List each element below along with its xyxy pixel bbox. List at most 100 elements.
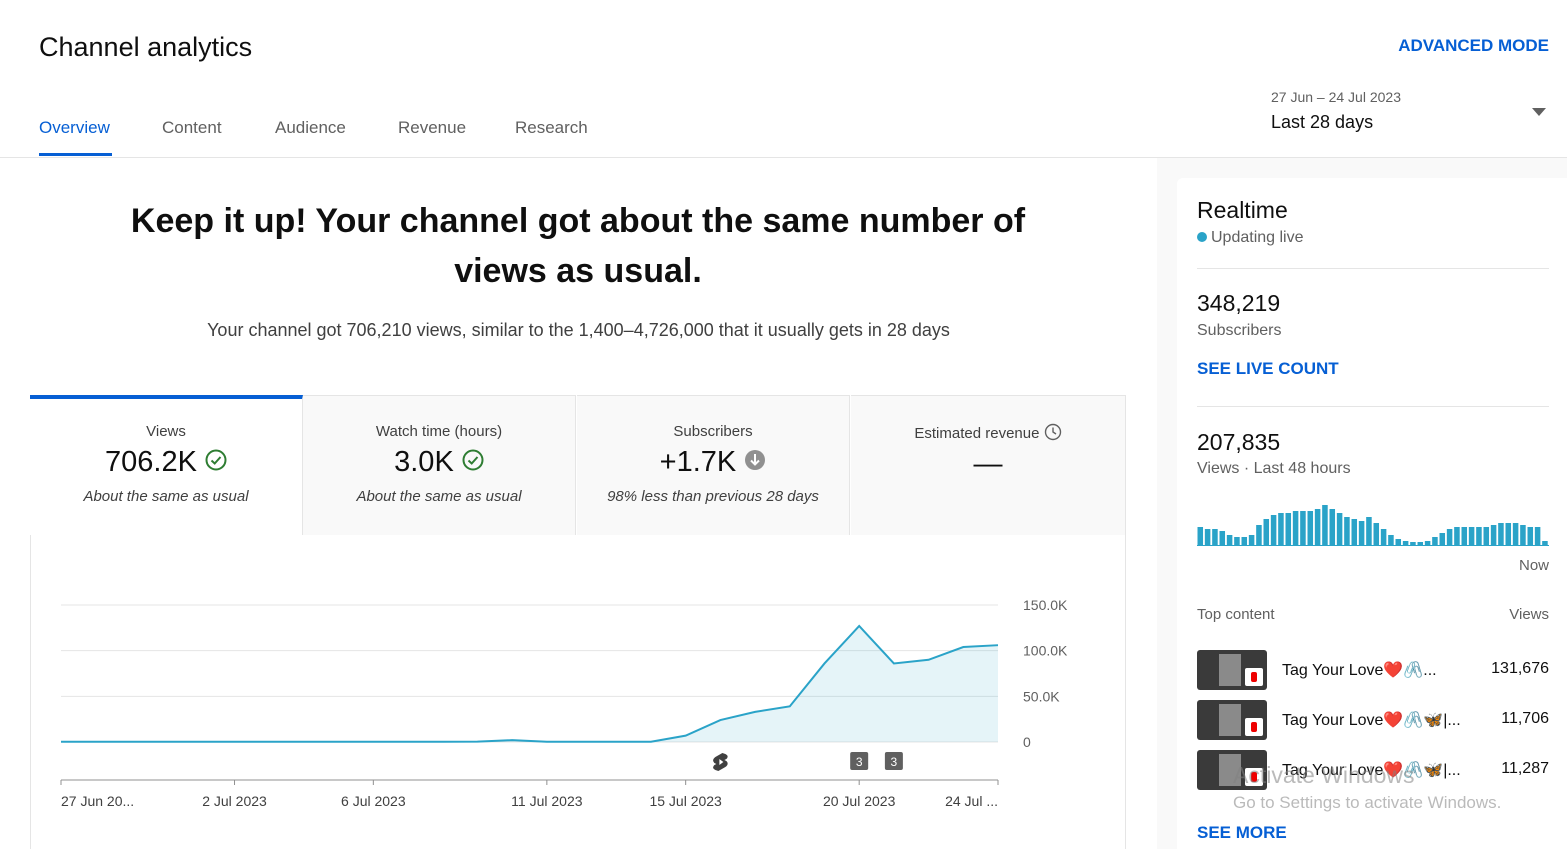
metric-label: Views: [146, 423, 186, 440]
annotation-label: 3: [891, 755, 898, 769]
tab[interactable]: Research: [515, 118, 588, 137]
realtime-bar: [1300, 511, 1306, 545]
x-tick-label: 2 Jul 2023: [202, 793, 267, 809]
thumbnail[interactable]: [1197, 750, 1267, 790]
summary: Your channel got 706,210 views, similar …: [207, 320, 950, 340]
watermark-body: Go to Settings to activate Windows.: [1233, 793, 1502, 812]
annotation-badge: [884, 752, 903, 770]
realtime-title: Realtime: [1197, 197, 1288, 223]
tab[interactable]: Content: [162, 118, 222, 137]
realtime-bar: [1395, 539, 1402, 545]
realtime-bar: [1226, 535, 1233, 545]
line-chart: 0 50.0K 100.0K 150.0K 27 Jun 20... 2 Jul 2023…: [60, 597, 1068, 809]
metric-value: 3.0K: [394, 446, 454, 478]
top-content-label: Top content: [1197, 606, 1275, 623]
views-label: Views · Last 48 hours: [1197, 460, 1351, 477]
shorts-badge: [1245, 768, 1263, 786]
x-tick-label: 15 Jul 2023: [649, 793, 722, 809]
annotation-badge: [850, 752, 869, 770]
divider: [1197, 268, 1549, 269]
x-tick-label: 20 Jul 2023: [823, 793, 896, 809]
thumbnail[interactable]: [1197, 650, 1267, 690]
realtime-bar: [1402, 541, 1409, 545]
realtime-bar: [1417, 542, 1424, 545]
metric-label: Watch time (hours): [375, 423, 503, 440]
down-icon: [745, 450, 766, 470]
headline: Keep it up! Your channel got about the s…: [130, 202, 1026, 290]
content-title[interactable]: Tag Your Love❤️🖇️🦋|...: [1282, 762, 1461, 779]
tab-indicator: [39, 153, 112, 156]
content-views: 11,706: [1501, 710, 1549, 727]
realtime-bar: [1241, 537, 1248, 545]
realtime-bar: [1351, 519, 1358, 545]
realtime-bar: [1314, 509, 1321, 545]
metric-card[interactable]: Subscribers +1.7K 98% less than previous…: [577, 395, 850, 535]
x-tick-label: 6 Jul 2023: [341, 793, 406, 809]
realtime-bar: [1270, 515, 1277, 545]
dropdown-caret[interactable]: [1531, 107, 1547, 117]
realtime-bar: [1358, 521, 1365, 545]
chart-container: 0 50.0K 100.0K 150.0K 27 Jun 20... 2 Jul 2023…: [30, 535, 1126, 849]
thumbnail-figure: [1219, 754, 1241, 786]
metric-label: Estimated revenue: [914, 425, 1040, 442]
x-tick-label: 24 Jul ...: [945, 793, 998, 809]
tab[interactable]: Overview: [39, 118, 110, 137]
realtime-bar: [1263, 519, 1270, 545]
content-views: 11,287: [1501, 760, 1549, 777]
realtime-bar: [1410, 542, 1416, 545]
subscriber-label: Subscribers: [1197, 322, 1282, 339]
see-more[interactable]: SEE MORE: [1197, 823, 1287, 842]
tab[interactable]: Revenue: [398, 118, 467, 137]
views-count: 207,835: [1197, 429, 1281, 455]
advanced-mode-button[interactable]: ADVANCED MODE: [1398, 36, 1549, 55]
check-icon: [205, 449, 227, 471]
realtime-bar: [1285, 513, 1292, 545]
realtime-bar: [1490, 525, 1497, 545]
realtime-bar: [1256, 525, 1262, 545]
metric-note: 98% less than previous 28 days: [607, 488, 819, 505]
metric-card[interactable]: Views 706.2K About the same as usual: [30, 395, 303, 535]
y-tick-label: 150.0K: [1023, 597, 1068, 613]
date-range-label[interactable]: Last 28 days: [1271, 112, 1374, 132]
realtime-bar: [1534, 527, 1541, 545]
realtime-status: Updating live: [1211, 229, 1304, 246]
metric-value: 706.2K: [105, 446, 197, 478]
realtime-bar: [1219, 531, 1226, 545]
realtime-bar: [1373, 523, 1380, 545]
annotation-label: 3: [856, 755, 863, 769]
content-views: 131,676: [1491, 660, 1549, 677]
page-title: Channel analytics: [39, 32, 253, 62]
views-column-label: Views: [1509, 606, 1549, 623]
content-title[interactable]: Tag Your Love❤️🖇️🦋|...: [1282, 712, 1461, 729]
shorts-play: [719, 759, 724, 765]
x-tick-label: 11 Jul 2023: [511, 793, 583, 809]
thumbnail-figure: [1219, 704, 1241, 736]
content-title[interactable]: Tag Your Love❤️🖇️...: [1282, 662, 1437, 679]
shorts-badge: [1245, 668, 1263, 686]
tab[interactable]: Audience: [275, 118, 346, 137]
clock-icon: [1044, 423, 1061, 441]
realtime-bar: [1439, 533, 1446, 545]
realtime-bar: [1432, 537, 1438, 545]
metric-value: —: [973, 448, 1003, 480]
metric-card[interactable]: Estimated revenue —: [851, 395, 1126, 535]
realtime-bar: [1505, 523, 1512, 545]
realtime-bar: [1329, 509, 1336, 545]
realtime-bar: [1468, 527, 1475, 545]
realtime-bar: [1520, 525, 1526, 545]
realtime-bar: [1380, 529, 1387, 545]
metric-value: +1.7K: [659, 446, 737, 478]
date-range[interactable]: 27 Jun – 24 Jul 2023: [1271, 89, 1401, 105]
thumbnail[interactable]: [1197, 700, 1267, 740]
y-tick-label: 50.0K: [1023, 688, 1060, 704]
realtime-bar: [1197, 527, 1204, 545]
realtime-bar: [1483, 527, 1490, 545]
now-label: Now: [1518, 557, 1549, 574]
realtime-bar: [1388, 535, 1394, 545]
see-live-count[interactable]: SEE LIVE COUNT: [1197, 359, 1339, 378]
x-tick-label: 27 Jun 20...: [61, 793, 134, 809]
metric-card[interactable]: Watch time (hours) 3.0K About the same a…: [303, 395, 576, 535]
watermark-title: Activate Windows: [1233, 762, 1415, 788]
realtime-bar: [1278, 513, 1284, 545]
